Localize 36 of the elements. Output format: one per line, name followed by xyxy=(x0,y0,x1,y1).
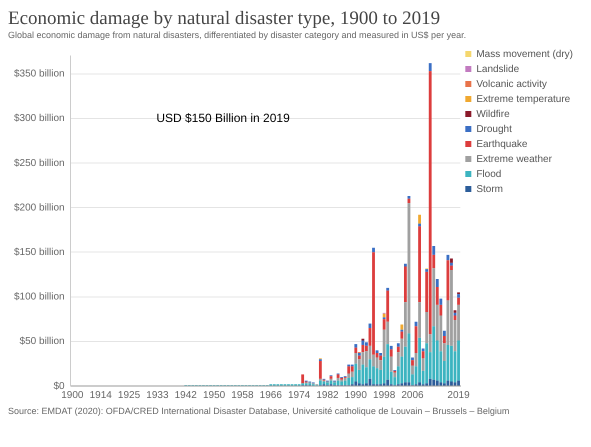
x-tick-label: 2019 xyxy=(447,390,470,401)
x-tick-label: 1950 xyxy=(202,390,226,401)
x-tick-label: 1982 xyxy=(316,390,340,401)
y-tick-label: $100 billion xyxy=(14,292,65,303)
x-tick-label: 1998 xyxy=(373,390,396,401)
chart-subtitle: Global economic damage from natural disasters, differentiated by disaster category and measured in US$ per year. xyxy=(8,30,468,40)
legend-label: Earthquake xyxy=(476,138,528,150)
y-tick-label: $0 xyxy=(53,380,66,392)
x-tick-label: 2006 xyxy=(401,390,424,401)
y-tick-label: $300 billion xyxy=(14,113,65,124)
y-tick-label: $250 billion xyxy=(14,158,65,169)
legend-label: Wildfire xyxy=(476,108,510,120)
x-tick-label: 1900 xyxy=(61,390,84,401)
source-note: Source: EMDAT (2020): OFDA/CRED International Disaster Database, Université catholique de Louvain – Brussels – Belgium xyxy=(8,406,510,416)
legend-label: Extreme weather xyxy=(476,154,553,165)
annotation: USD $150 Billion in 2019 xyxy=(156,111,290,125)
chart-title: Economic damage by natural disaster type, 1900 to 2019 xyxy=(8,8,442,30)
x-tick-label: 1914 xyxy=(90,390,112,401)
legend-label: Extreme temperature xyxy=(476,94,571,105)
y-tick-label: $200 billion xyxy=(14,202,65,214)
legend-label: Flood xyxy=(476,168,502,180)
legend-label: Drought xyxy=(476,124,512,135)
x-tick-label: 1966 xyxy=(260,390,282,401)
y-tick-label: $350 billion xyxy=(14,68,65,80)
x-tick-label: 1990 xyxy=(344,390,368,401)
y-tick-label: $50 billion xyxy=(20,336,65,348)
y-tick-label: $150 billion xyxy=(14,246,65,258)
x-tick-label: 1925 xyxy=(118,390,141,401)
legend-label: Storm xyxy=(476,184,503,195)
x-tick-label: 1974 xyxy=(288,390,311,401)
x-tick-label: 1958 xyxy=(231,390,254,401)
legend-label: Volcanic activity xyxy=(476,78,547,90)
legend-label: Mass movement (dry) xyxy=(476,48,574,60)
legend-label: Landslide xyxy=(476,64,520,75)
x-tick-label: 1933 xyxy=(146,390,169,401)
x-tick-label: 1942 xyxy=(174,390,198,401)
